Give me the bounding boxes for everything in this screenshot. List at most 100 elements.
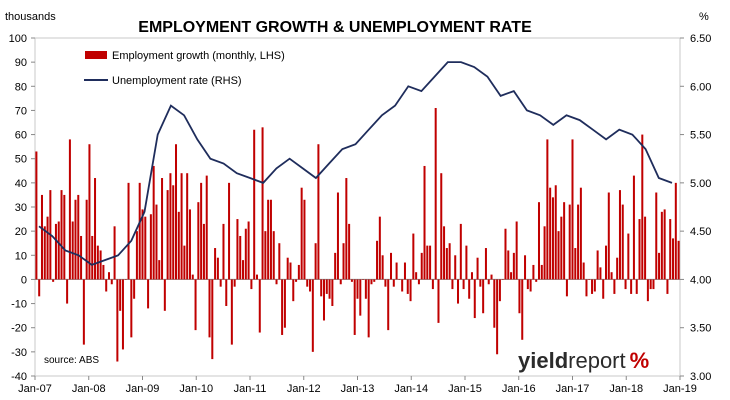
left-tick-label: 90 [15, 57, 27, 69]
employment-bar [484, 248, 487, 280]
employment-bar [320, 279, 323, 297]
employment-bar [94, 178, 97, 280]
employment-bar [54, 223, 57, 280]
right-axis-unit: % [699, 11, 709, 23]
employment-bar [219, 279, 222, 287]
employment-bar [286, 257, 289, 280]
employment-bar [85, 199, 88, 280]
employment-bar [119, 279, 122, 311]
employment-bar [376, 240, 379, 280]
chart-title: EMPLOYMENT GROWTH & UNEMPLOYMENT RATE [138, 19, 532, 36]
employment-bar [110, 279, 113, 285]
employment-bar [228, 182, 231, 280]
employment-bar [183, 245, 186, 280]
employment-bar [364, 279, 367, 299]
employment-bar [602, 279, 605, 299]
employment-bar [434, 108, 437, 280]
employment-bar [660, 211, 663, 280]
employment-bar [322, 279, 325, 321]
employment-bar [384, 279, 387, 287]
left-tick-label: 0 [21, 274, 27, 286]
employment-bar [465, 245, 468, 280]
employment-bar [169, 173, 172, 280]
right-tick-label: 6.00 [690, 81, 711, 93]
employment-bar [127, 182, 130, 280]
employment-bar [91, 235, 94, 280]
employment-bar [635, 279, 638, 294]
employment-bar [582, 262, 585, 280]
employment-bar [68, 139, 71, 280]
right-axis: 6.50 6.00 5.50 5.00 4.50 4.00 3.50 3.00 [680, 33, 711, 383]
employment-bar [336, 192, 339, 280]
employment-bar [40, 194, 43, 280]
employment-bar [462, 279, 465, 290]
employment-bar [191, 274, 194, 280]
employment-bar [202, 223, 205, 280]
employment-bar [423, 165, 426, 280]
employment-bar [194, 279, 197, 331]
right-tick-label: 6.50 [690, 33, 711, 45]
employment-bar [565, 279, 568, 297]
employment-bar [230, 279, 233, 345]
left-tick-label: 60 [15, 130, 27, 142]
x-tick-label: Jan-09 [126, 383, 160, 395]
employment-bar [610, 272, 613, 280]
source-note: source: ABS [44, 355, 99, 366]
right-tick-label: 5.50 [690, 130, 711, 142]
employment-bar [250, 279, 253, 290]
employment-bar [289, 262, 292, 280]
employment-bar [677, 240, 680, 280]
employment-bar [644, 216, 647, 280]
employment-bar [392, 279, 395, 287]
employment-bar [177, 211, 180, 280]
employment-bar [655, 192, 658, 280]
employment-bar [406, 279, 409, 294]
x-tick-label: Jan-13 [341, 383, 375, 395]
employment-bar [390, 252, 393, 280]
x-tick-label: Jan-10 [179, 383, 213, 395]
employment-bar [306, 279, 309, 287]
employment-bar [264, 231, 267, 280]
employment-bar [476, 257, 479, 280]
employment-bar [197, 202, 200, 280]
svg-text:yieldreport%: yieldreport% [518, 348, 649, 373]
employment-bar [591, 279, 594, 294]
employment-bar [370, 279, 373, 285]
employment-bar [66, 279, 69, 304]
employment-bar [367, 279, 370, 338]
employment-bar [496, 279, 499, 355]
employment-bar [342, 243, 345, 280]
employment-bar [638, 219, 641, 280]
employment-bar [60, 190, 63, 280]
employment-bar [208, 279, 211, 338]
employment-bar [378, 216, 381, 280]
employment-bar [57, 221, 60, 280]
employment-bar [328, 279, 331, 299]
employment-bar [133, 279, 136, 299]
x-tick-label: Jan-14 [394, 383, 428, 395]
employment-bar [568, 204, 571, 280]
employment-bar [278, 243, 281, 280]
employment-bar [272, 231, 275, 280]
employment-bar [309, 279, 312, 292]
employment-bar [269, 199, 272, 280]
employment-bar [141, 209, 144, 280]
employment-bar [353, 279, 356, 335]
employment-bar [459, 223, 462, 280]
employment-bar [303, 199, 306, 280]
left-tick-label: -10 [11, 299, 27, 311]
employment-bar [334, 252, 337, 280]
right-tick-label: 3.00 [690, 371, 711, 383]
employment-bar [99, 250, 102, 280]
employment-bar [596, 250, 599, 280]
x-axis: Jan-07 Jan-08 Jan-09 Jan-10 Jan-11 Jan-12 Jan-… [18, 376, 697, 395]
employment-bar [175, 144, 178, 280]
employment-bar [535, 279, 538, 282]
employment-bar [543, 226, 546, 280]
x-tick-label: Jan-19 [663, 383, 697, 395]
employment-bar [281, 279, 284, 335]
employment-bar [457, 279, 460, 304]
employment-bar [261, 127, 264, 280]
